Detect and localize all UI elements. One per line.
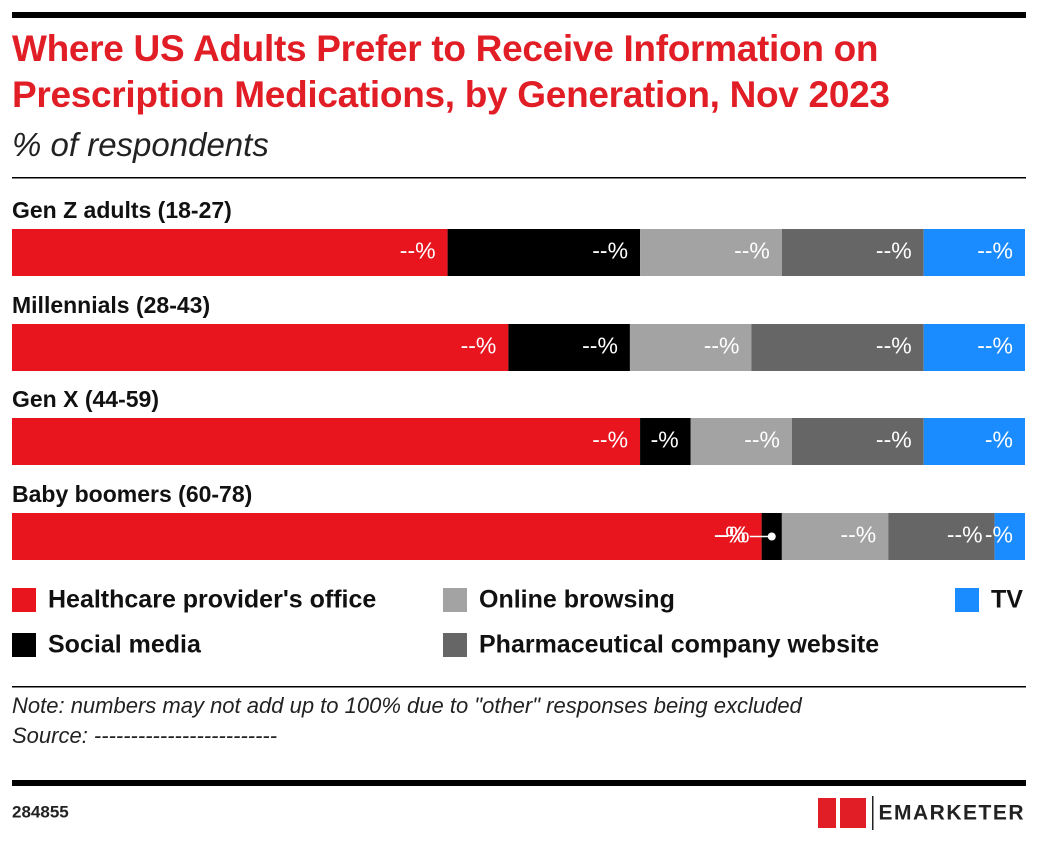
bar-segment xyxy=(629,324,752,371)
category-label: Baby boomers (60-78) xyxy=(12,481,252,507)
value-label: -% xyxy=(651,427,679,453)
value-label: --% xyxy=(734,238,770,264)
bar-segment xyxy=(12,324,509,371)
legend-label: Online browsing xyxy=(479,586,675,614)
bar-segment xyxy=(781,229,924,276)
legend-label: Healthcare provider's office xyxy=(48,586,376,614)
value-label: --% xyxy=(876,238,912,264)
category-label: Gen Z adults (18-27) xyxy=(12,197,232,223)
legend-label: TV xyxy=(991,586,1023,614)
legend-swatch xyxy=(443,633,467,657)
legend-label: Pharmaceutical company website xyxy=(479,631,879,659)
rule xyxy=(12,177,1026,179)
value-label: --% xyxy=(977,238,1013,264)
value-label: --% xyxy=(582,333,618,359)
value-label: --% xyxy=(977,333,1013,359)
value-label: --% xyxy=(592,427,628,453)
chart-id: 284855 xyxy=(12,802,69,821)
bar-segment xyxy=(923,324,1025,371)
bar-segment xyxy=(640,229,782,276)
bar-segment xyxy=(781,513,889,560)
bar-segment xyxy=(12,513,762,560)
note: Note: numbers may not add up to 100% due… xyxy=(12,693,803,718)
bar-segment xyxy=(923,229,1025,276)
value-label: -% xyxy=(985,522,1013,548)
bar-segment xyxy=(508,324,630,371)
bar-segment xyxy=(751,324,924,371)
value-label: -% xyxy=(985,427,1013,453)
legend-swatch xyxy=(12,633,36,657)
bar-segment xyxy=(923,418,1025,465)
logo xyxy=(818,796,874,830)
chart-title: Where US Adults Prefer to Receive Inform… xyxy=(12,28,890,115)
category-label: Gen X (44-59) xyxy=(12,386,159,412)
bottom-rule xyxy=(12,780,1026,786)
legend-swatch xyxy=(12,588,36,612)
value-label: --% xyxy=(714,522,750,548)
bar-segment xyxy=(888,513,995,560)
value-label: --% xyxy=(592,238,628,264)
bar-segment xyxy=(640,418,691,465)
logo-divider xyxy=(872,796,874,830)
bar-segment xyxy=(792,418,924,465)
value-label: --% xyxy=(461,333,497,359)
value-label: --% xyxy=(947,522,983,548)
value-label: --% xyxy=(704,333,740,359)
top-rule xyxy=(12,12,1026,18)
chart-subtitle: % of respondents xyxy=(12,126,269,163)
logo-mark xyxy=(818,798,836,828)
value-label: --% xyxy=(400,238,436,264)
brand: EMARKETER xyxy=(878,802,1025,825)
category-label: Millennials (28-43) xyxy=(12,292,210,318)
value-label: --% xyxy=(876,333,912,359)
bar-segment xyxy=(12,229,448,276)
bar-segment xyxy=(447,229,641,276)
leader-dot xyxy=(767,532,776,541)
rule xyxy=(12,686,1026,688)
bar-segment xyxy=(690,418,793,465)
legend-swatch xyxy=(443,588,467,612)
logo-mark xyxy=(840,798,866,828)
value-label: --% xyxy=(744,427,780,453)
value-label: --% xyxy=(840,522,876,548)
source: Source: ------------------------- xyxy=(12,723,277,748)
bar-segment xyxy=(12,418,641,465)
value-label: -% xyxy=(718,522,746,548)
legend-swatch xyxy=(955,588,979,612)
bar-segment xyxy=(994,513,1025,560)
value-label: --% xyxy=(876,427,912,453)
legend-label: Social media xyxy=(48,631,202,659)
